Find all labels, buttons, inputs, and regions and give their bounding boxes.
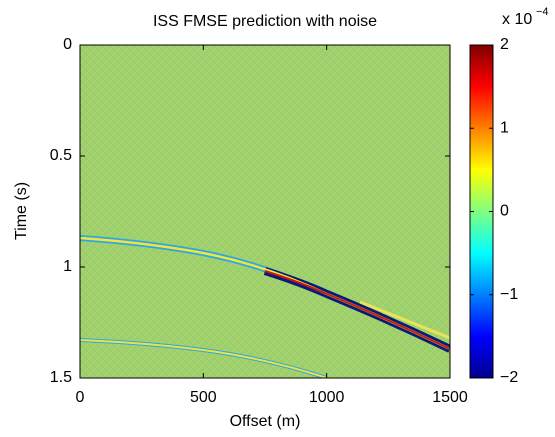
colorbar-exponent: −4: [536, 6, 549, 18]
image-background: [80, 45, 450, 378]
plot-frame: [79, 44, 451, 379]
y-tick-label: 0.5: [50, 147, 72, 164]
image: [80, 45, 450, 378]
colorbar-scale: x 10: [502, 11, 532, 28]
colorbar-tick-label: 2: [500, 36, 509, 53]
x-tick-label: 1500: [432, 389, 468, 406]
x-tick-label: 1000: [309, 389, 345, 406]
colorbar-tick-label: 0: [500, 203, 509, 220]
x-tick-label: 0: [76, 389, 85, 406]
colorbar-tick-label: −1: [500, 286, 518, 303]
x-tick-label: 500: [190, 389, 217, 406]
event-secondary: [359, 300, 450, 340]
y-tick-label: 1: [63, 258, 72, 275]
x-axis-label: Offset (m): [230, 413, 301, 430]
colorbar-tick-label: 1: [500, 119, 509, 136]
chart-title: ISS FMSE prediction with noise: [153, 13, 377, 30]
event2: [80, 339, 328, 378]
colorbar-tick-label: −2: [500, 369, 518, 386]
y-tick-label: 0: [63, 36, 72, 53]
y-tick-label: 1.5: [50, 369, 72, 386]
event-peak: [264, 270, 450, 350]
y-axis-label: Time (s): [13, 182, 30, 240]
